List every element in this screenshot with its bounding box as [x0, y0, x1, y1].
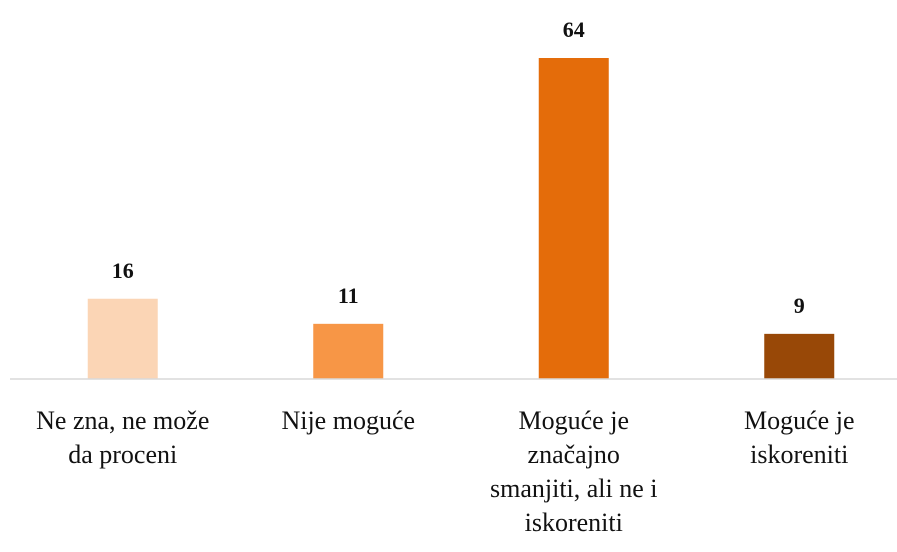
bar: [87, 298, 158, 379]
data-label: 11: [338, 283, 359, 308]
x-tick-label: Nije moguće: [281, 406, 416, 435]
data-label: 16: [112, 258, 134, 283]
data-label: 9: [794, 293, 805, 318]
data-label: 64: [563, 17, 585, 42]
bar: [313, 323, 384, 379]
bar: [538, 58, 609, 379]
x-tick-label: Ne zna, ne može da proceni: [36, 406, 210, 469]
bar: [764, 333, 835, 379]
x-tick-label: Moguće je iskoreniti: [744, 406, 855, 469]
x-tick-label: Moguće je značajno smanjiti, ali ne i is…: [489, 406, 658, 537]
